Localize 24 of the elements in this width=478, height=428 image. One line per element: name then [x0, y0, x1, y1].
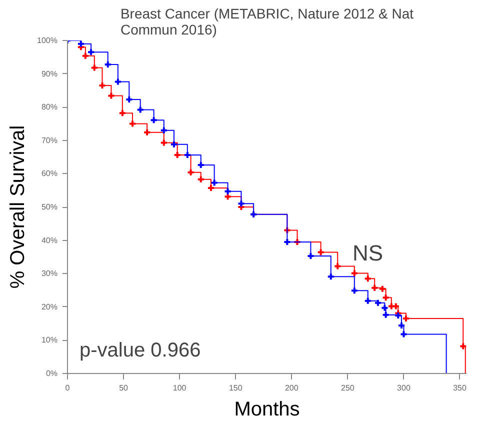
y-tick-label: 100% — [37, 36, 58, 45]
y-axis-title: % Overall Survival — [7, 125, 30, 289]
x-axis-title: Months — [234, 398, 300, 420]
x-tick-label: 50 — [119, 384, 129, 392]
y-tick-label: 70% — [41, 136, 58, 145]
y-tick-label: 60% — [41, 169, 58, 178]
x-tick-label: 150 — [228, 384, 243, 392]
x-tick-label: 200 — [284, 384, 299, 392]
x-tick-label: 300 — [397, 384, 411, 392]
x-tick-label: 100 — [172, 384, 187, 392]
x-tick-label: 250 — [341, 384, 355, 392]
x-tick-label: 350 — [453, 384, 467, 392]
y-tick-label: 0% — [46, 369, 58, 378]
annotation: NS — [352, 240, 384, 266]
annotation: p-value 0.966 — [80, 340, 201, 362]
x-tick-label: 0 — [65, 384, 70, 392]
y-tick-label: 90% — [41, 69, 58, 78]
y-tick-label: 10% — [41, 336, 58, 345]
chart-title: Breast Cancer (METABRIC, Nature 2012 & Nat Commun 2016) — [120, 6, 414, 38]
y-tick-label: 80% — [41, 102, 58, 112]
y-tick-label: 20% — [41, 302, 58, 312]
y-tick-label: 30% — [41, 269, 58, 278]
y-tick-label: 50% — [41, 202, 58, 212]
y-tick-label: 40% — [41, 236, 58, 245]
